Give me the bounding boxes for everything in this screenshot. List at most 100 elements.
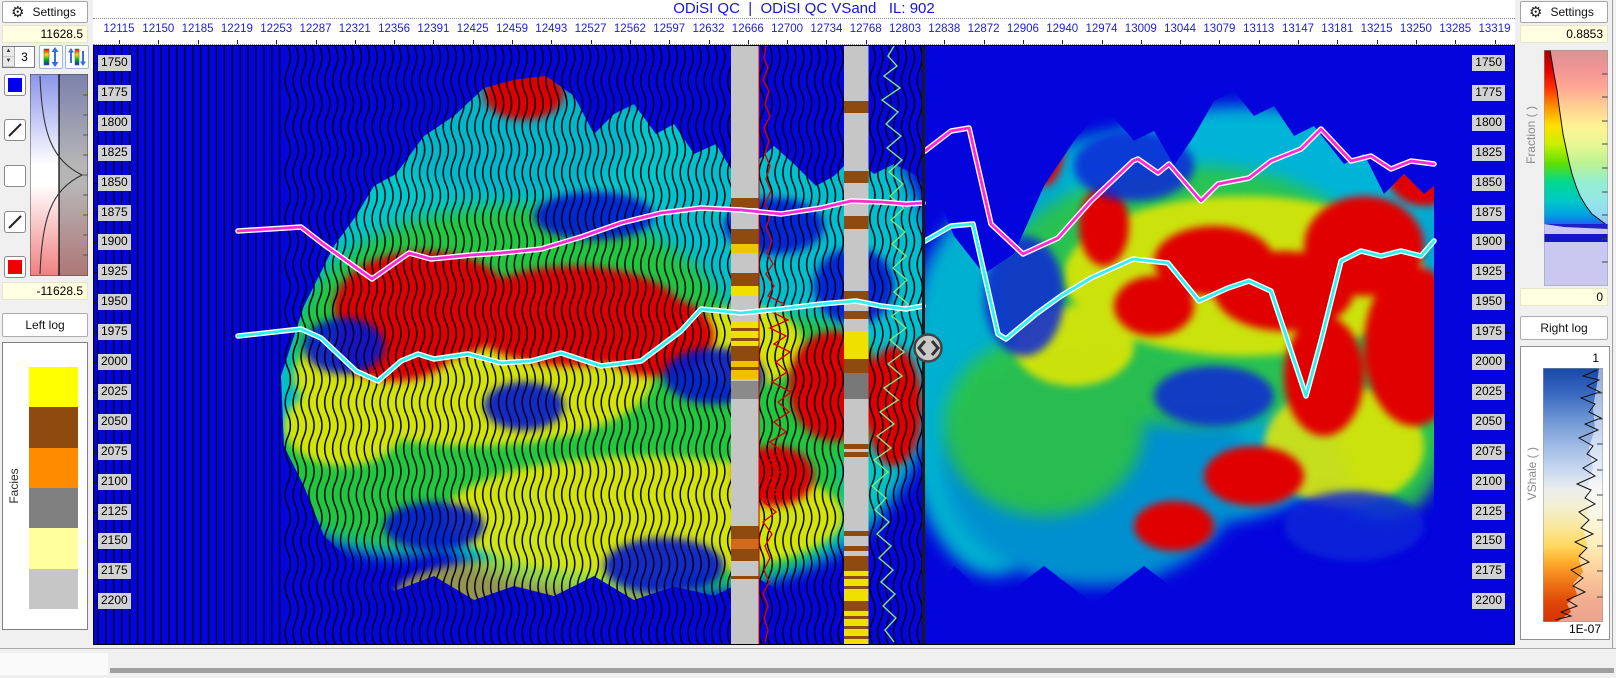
amplitude-min-field[interactable]: -11628.5 <box>2 282 88 300</box>
trace-tick-label: 12974 <box>1085 23 1118 35</box>
splitter-handle[interactable] <box>913 333 943 363</box>
depth-tick-label: 2025 <box>94 383 131 400</box>
depth-tick-label: 2200 <box>94 593 131 610</box>
facies-blocks <box>29 367 78 609</box>
right-settings-button[interactable]: ⚙ Settings <box>1520 1 1608 23</box>
depth-tick-label: 1950 <box>94 294 131 311</box>
seismic-wiggle-zone <box>284 46 923 644</box>
vshale-legend: 1 VShale ( ) <box>1520 346 1610 640</box>
trace-tick-mark <box>197 40 199 44</box>
trace-tick-mark <box>629 40 631 44</box>
spinner-up-icon[interactable]: ▲ <box>3 47 14 57</box>
depth-tick-label: 2100 <box>94 473 131 490</box>
trace-tick-mark <box>551 40 553 44</box>
trace-tick-label: 12391 <box>417 23 450 35</box>
amplitude-max-field[interactable]: 11628.5 <box>2 25 88 43</box>
depth-tick-label: 2150 <box>94 533 131 550</box>
spinner-arrows[interactable]: ▲ ▼ <box>3 47 15 67</box>
trace-tick-mark <box>1101 40 1103 44</box>
trace-tick-label: 12321 <box>338 23 371 35</box>
trace-tick-mark <box>315 40 317 44</box>
seismic-plot-canvas[interactable]: 1750 1750 1775 1775 1800 1800 1825 1825 1850 1850… <box>93 45 1515 645</box>
trace-tick-mark <box>276 40 278 44</box>
vshale-max-label: 1 <box>1592 351 1599 365</box>
horizontal-scrollbar[interactable] <box>0 648 1616 678</box>
gear-icon: ⚙ <box>1529 3 1543 21</box>
amplitude-colorbar[interactable] <box>29 73 89 277</box>
depth-tick-label: 2175 <box>1472 563 1509 580</box>
trace-tick-label: 12700 <box>771 23 804 35</box>
depth-tick-label: 2050 <box>94 413 131 430</box>
trace-tick-label: 12425 <box>456 23 489 35</box>
fraction-min-field[interactable]: 0 <box>1520 288 1608 306</box>
shift-scale-button[interactable] <box>65 45 89 69</box>
trace-tick-label: 12734 <box>810 23 843 35</box>
trace-tick-mark <box>1022 40 1024 44</box>
right-settings-panel: ⚙ Settings 0.8853 Fraction ( ) <box>1518 0 1612 648</box>
facies-legend: Facies <box>2 342 88 630</box>
facies-color-block <box>29 487 78 529</box>
fraction-max-field[interactable]: 0.8853 <box>1520 25 1608 43</box>
zero-color-swatch[interactable] <box>4 165 26 187</box>
trace-tick-mark <box>1376 40 1378 44</box>
negative-color-swatch[interactable] <box>4 256 26 278</box>
negative-taper-button[interactable] <box>4 211 26 233</box>
depth-tick-label: 1800 <box>1472 114 1509 131</box>
depth-tick-label: 2175 <box>94 563 131 580</box>
scrollbar-thumb[interactable] <box>110 668 1614 673</box>
facies-color-block <box>29 407 78 448</box>
depth-tick-label: 2200 <box>1472 593 1509 610</box>
depth-tick-label: 1900 <box>1472 234 1509 251</box>
settings-label: Settings <box>1550 5 1594 19</box>
depth-tick-label: 1825 <box>1472 144 1509 161</box>
trace-tick-mark <box>1455 40 1457 44</box>
well-track-b <box>844 46 910 644</box>
trace-axis: 12115 12150 12185 12219 12253 12287 12321 12356… <box>93 18 1515 45</box>
trace-tick-mark <box>1219 40 1221 44</box>
fraction-colorbar[interactable]: Fraction ( ) <box>1520 46 1610 302</box>
amplitude-histogram-curve <box>39 75 84 275</box>
trace-tick-mark <box>512 40 513 44</box>
facies-axis-label: Facies <box>7 468 21 504</box>
vshale-min-label: 1E-07 <box>1568 622 1601 636</box>
trace-tick-label: 12632 <box>692 23 725 35</box>
trace-tick-mark <box>1140 40 1142 44</box>
trace-tick-label: 13009 <box>1124 23 1157 35</box>
trace-tick-label: 12803 <box>889 23 921 35</box>
trace-tick-mark <box>944 40 946 44</box>
trace-tick-label: 13113 <box>1243 23 1275 35</box>
left-settings-button[interactable]: ⚙ Settings <box>2 1 88 23</box>
trace-tick-mark <box>1494 40 1496 44</box>
trace-overlap-spinner[interactable]: ▲ ▼ 3 <box>2 46 35 68</box>
depth-tick-label: 1875 <box>94 204 131 221</box>
right-log-button[interactable]: Right log <box>1520 316 1608 340</box>
amplitude-colorbar-graphic <box>29 73 89 277</box>
scale-range-button[interactable] <box>39 45 63 69</box>
chevron-left-icon <box>917 340 927 356</box>
well-track-a <box>731 46 793 644</box>
trace-tick-mark <box>1415 40 1417 44</box>
left-log-button[interactable]: Left log <box>2 313 88 337</box>
depth-tick-label: 1825 <box>94 144 131 161</box>
trace-tick-mark <box>826 40 828 44</box>
chevron-right-icon <box>930 340 940 356</box>
fraction-histogram-curve <box>1549 50 1608 227</box>
trace-tick-label: 12527 <box>574 23 607 35</box>
depth-tick-label: 1950 <box>1472 294 1509 311</box>
well-log-curve-green <box>870 46 910 643</box>
facies-color-block <box>29 528 78 569</box>
trace-tick-mark <box>983 40 985 44</box>
left-settings-panel: ⚙ Settings 11628.5 ▲ ▼ 3 <box>0 0 90 648</box>
scale-range-icon <box>43 47 59 67</box>
depth-tick-label: 2000 <box>94 354 131 370</box>
spinner-down-icon[interactable]: ▼ <box>3 57 14 67</box>
positive-color-swatch[interactable] <box>4 74 26 96</box>
gear-icon: ⚙ <box>11 3 25 21</box>
depth-tick-label: 2050 <box>1472 413 1509 430</box>
vshale-colorbar-graphic <box>1543 368 1603 622</box>
positive-taper-button[interactable] <box>4 119 26 141</box>
trace-tick-label: 12356 <box>378 23 411 35</box>
depth-tick-label: 1900 <box>94 234 131 251</box>
window-right-edge <box>1612 0 1616 678</box>
trace-tick-label: 12185 <box>181 23 214 35</box>
